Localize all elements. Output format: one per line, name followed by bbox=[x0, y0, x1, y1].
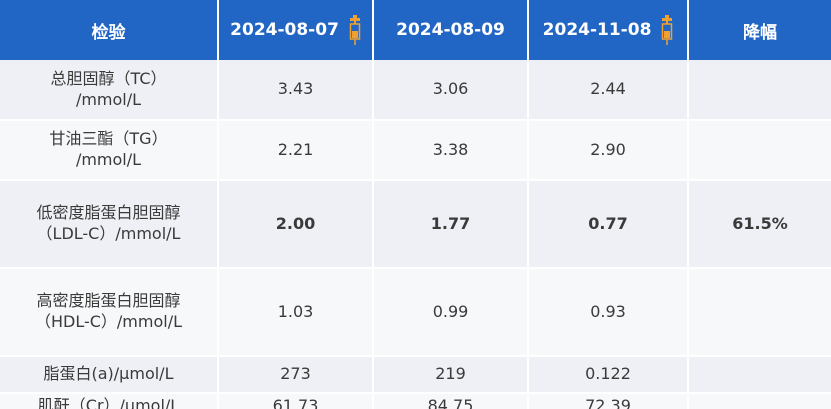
cell-value-date3: 2.44 bbox=[528, 60, 689, 121]
row-name-line1: 高密度脂蛋白胆固醇 bbox=[36, 291, 181, 311]
cell-value-date3: 0.77 bbox=[528, 180, 689, 269]
table-row-lpa: 脂蛋白(a)/μmol/L 273 219 0.122 bbox=[0, 356, 831, 394]
table-row-cr: 肌酐（Cr）/μmol/L 61.73 84.75 72.39 bbox=[0, 393, 831, 409]
cell-value-date3: 0.122 bbox=[528, 356, 689, 394]
cell-value-date2: 84.75 bbox=[373, 393, 529, 409]
row-name: 低密度脂蛋白胆固醇 （LDL-C）/mmol/L bbox=[0, 180, 219, 269]
row-name: 总胆固醇（TC） /mmol/L bbox=[0, 60, 219, 121]
header-test-label: 检验 bbox=[91, 22, 126, 43]
row-name-line2: （LDL-C）/mmol/L bbox=[36, 224, 181, 243]
table-row-tg: 甘油三酯（TG） /mmol/L 2.21 3.38 2.90 bbox=[0, 120, 831, 181]
cell-value-date1: 2.21 bbox=[218, 120, 374, 181]
syringe-icon bbox=[349, 15, 361, 45]
row-name: 脂蛋白(a)/μmol/L bbox=[0, 356, 219, 394]
cell-decrease: 61.5% bbox=[688, 180, 831, 269]
cell-decrease bbox=[688, 268, 831, 357]
cell-value-date3: 0.93 bbox=[528, 268, 689, 357]
cell-value-date3: 72.39 bbox=[528, 393, 689, 409]
table-row-tc: 总胆固醇（TC） /mmol/L 3.43 3.06 2.44 bbox=[0, 60, 831, 121]
row-name-line1: 脂蛋白(a)/μmol/L bbox=[43, 364, 174, 384]
cell-decrease bbox=[688, 393, 831, 409]
header-date-1-label: 2024-08-07 bbox=[230, 20, 339, 40]
cell-value-date1: 3.43 bbox=[218, 60, 374, 121]
row-name-line1: 肌酐（Cr）/μmol/L bbox=[37, 396, 180, 409]
header-test: 检验 bbox=[0, 0, 219, 60]
cell-value-date2: 0.99 bbox=[373, 268, 529, 357]
cell-value-date1: 1.03 bbox=[218, 268, 374, 357]
cell-value-date2: 3.38 bbox=[373, 120, 529, 181]
table-row-ldl: 低密度脂蛋白胆固醇 （LDL-C）/mmol/L 2.00 1.77 0.77 … bbox=[0, 180, 831, 269]
cell-decrease bbox=[688, 356, 831, 394]
cell-value-date2: 1.77 bbox=[373, 180, 529, 269]
header-decrease-label: 降幅 bbox=[743, 22, 777, 43]
cell-value-date2: 3.06 bbox=[373, 60, 529, 121]
row-name: 甘油三酯（TG） /mmol/L bbox=[0, 120, 219, 181]
row-name-line2: /mmol/L bbox=[75, 150, 142, 169]
cell-value-date1: 2.00 bbox=[218, 180, 374, 269]
cell-decrease bbox=[688, 60, 831, 121]
row-name: 肌酐（Cr）/μmol/L bbox=[0, 393, 219, 409]
cell-value-date1: 61.73 bbox=[218, 393, 374, 409]
cell-value-date3: 2.90 bbox=[528, 120, 689, 181]
cell-value-date2: 219 bbox=[373, 356, 529, 394]
cell-value-date1: 273 bbox=[218, 356, 374, 394]
row-name-line2: /mmol/L bbox=[75, 89, 142, 109]
row-name-line1: 甘油三酯（TG） bbox=[49, 129, 168, 149]
header-row: 检验 2024-08-07 2024-08-09 2024-11-08 bbox=[0, 0, 831, 60]
cell-decrease bbox=[688, 120, 831, 181]
header-date-2-label: 2024-08-09 bbox=[396, 20, 505, 40]
syringe-icon bbox=[662, 15, 673, 45]
row-name-line1: 总胆固醇（TC） bbox=[50, 68, 167, 88]
row-name-line1: 低密度脂蛋白胆固醇 bbox=[36, 203, 181, 223]
header-date-3: 2024-11-08 bbox=[528, 0, 689, 60]
header-date-3-label: 2024-11-08 bbox=[542, 20, 652, 40]
header-date-2: 2024-08-09 bbox=[373, 0, 529, 60]
row-name-line2: （HDL-C）/mmol/L bbox=[34, 312, 183, 331]
row-name: 高密度脂蛋白胆固醇 （HDL-C）/mmol/L bbox=[0, 268, 219, 357]
table-row-hdl: 高密度脂蛋白胆固醇 （HDL-C）/mmol/L 1.03 0.99 0.93 bbox=[0, 268, 831, 357]
header-decrease: 降幅 bbox=[688, 0, 831, 60]
header-date-1: 2024-08-07 bbox=[218, 0, 374, 60]
